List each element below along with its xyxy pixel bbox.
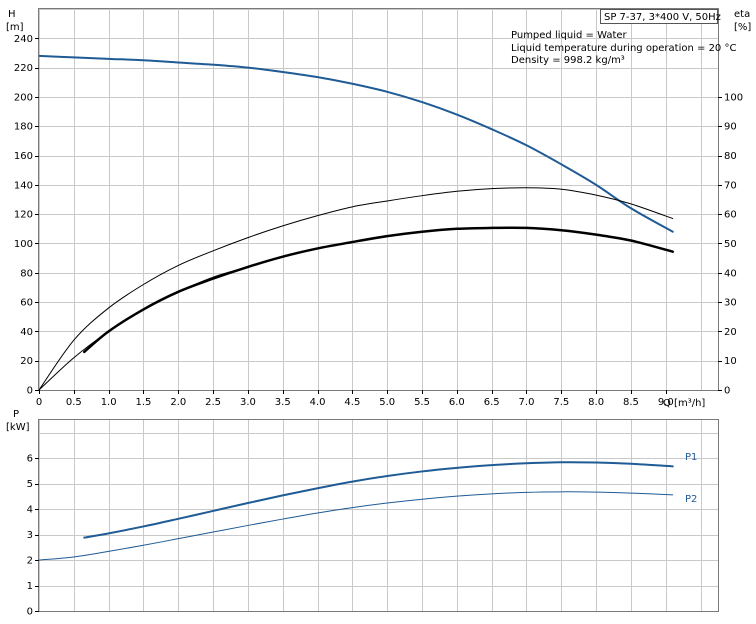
top-panel-grid xyxy=(39,9,718,391)
eta-tick-label: 100 xyxy=(724,92,743,103)
q-axis-label: Q [m³/h] xyxy=(663,398,705,409)
p-tick-label: 6 xyxy=(27,454,33,465)
x-tick-label: 1.5 xyxy=(136,397,152,408)
eta-pump-curve xyxy=(83,226,674,354)
h-tick-label: 160 xyxy=(14,151,33,162)
eta-tick-label: 10 xyxy=(724,356,737,367)
head-curve xyxy=(38,54,674,233)
top-panel-frame xyxy=(38,8,719,391)
h-axis-label: H xyxy=(8,9,16,20)
eta-tick-label: 70 xyxy=(724,180,737,191)
x-tick-label: 4.5 xyxy=(344,397,360,408)
h-tick-label: 100 xyxy=(14,239,33,250)
h-tick-label: 60 xyxy=(20,298,33,309)
h-tick-label: 200 xyxy=(14,92,33,103)
h-tick-label: 220 xyxy=(14,63,33,74)
bottom-panel-frame xyxy=(38,419,719,612)
x-tick-label: 4.0 xyxy=(310,397,326,408)
h-tick-label: 120 xyxy=(14,210,33,221)
x-tick-label: 0.5 xyxy=(66,397,82,408)
x-tick-label: 5.0 xyxy=(379,397,395,408)
tick-labels: 0 0.5 1.0 1.5 2.0 2.5 3.0 3.5 4.0 4.5 5.0 5.5 6.0 6.5… xyxy=(14,34,743,618)
h-tick-label: 40 xyxy=(20,327,33,338)
eta-tick-label: 80 xyxy=(724,151,737,162)
x-tick-label: 5.5 xyxy=(414,397,430,408)
p-axis-unit: [kW] xyxy=(6,422,30,433)
x-tick-label: 2.0 xyxy=(170,397,186,408)
h-tick-label: 180 xyxy=(14,122,33,133)
x-tick-label: 6.0 xyxy=(449,397,465,408)
p2-curve xyxy=(38,491,674,561)
legend-p1: P1 xyxy=(685,452,697,463)
p-tick-label: 2 xyxy=(27,556,33,567)
eta-tick-label: 30 xyxy=(724,298,737,309)
eta-total-curve xyxy=(38,187,674,391)
x-tick-label: 2.5 xyxy=(205,397,221,408)
eta-tick-label: 60 xyxy=(724,210,737,221)
bottom-panel-grid xyxy=(39,420,718,612)
pump-title: SP 7-37, 3*400 V, 50Hz xyxy=(604,12,721,23)
x-tick-label: 7.0 xyxy=(519,397,535,408)
p-axis-label: P xyxy=(13,409,19,420)
head-startup-curve xyxy=(38,266,249,391)
p-tick-label: 1 xyxy=(27,581,33,592)
h-tick-label: 240 xyxy=(14,34,33,45)
p-tick-label: 5 xyxy=(27,479,33,490)
legend-p2: P2 xyxy=(685,494,697,505)
eta-tick-label: 90 xyxy=(724,122,737,133)
p-tick-label: 0 xyxy=(27,607,33,618)
x-tick-label: 6.5 xyxy=(484,397,500,408)
h-axis-unit: [m] xyxy=(6,22,24,33)
x-tick-label: 3.0 xyxy=(240,397,256,408)
x-tick-label: 7.5 xyxy=(553,397,569,408)
x-tick-label: 0 xyxy=(36,397,42,408)
eta-axis-label: eta xyxy=(734,9,750,20)
title-box xyxy=(600,9,718,24)
x-tick-label: 8.0 xyxy=(588,397,604,408)
h-tick-label: 140 xyxy=(14,180,33,191)
p1-curve xyxy=(83,461,674,539)
h-tick-label: 20 xyxy=(20,356,33,367)
info-temperature: Liquid temperature during operation = 20… xyxy=(511,43,736,54)
x-tick-label: 8.5 xyxy=(623,397,639,408)
info-density: Density = 998.2 kg/m³ xyxy=(511,55,625,66)
p-tick-label: 4 xyxy=(27,505,33,516)
info-liquid: Pumped liquid = Water xyxy=(511,30,628,41)
x-tick-label: 3.5 xyxy=(275,397,291,408)
eta-tick-label: 50 xyxy=(724,239,737,250)
axis-tick-marks xyxy=(35,38,722,612)
x-tick-label: 9.0 xyxy=(658,397,674,408)
eta-axis-unit: [%] xyxy=(734,22,751,33)
h-tick-label: 80 xyxy=(20,268,33,279)
h-tick-label: 0 xyxy=(27,386,33,397)
curves-layer xyxy=(38,54,674,561)
x-tick-label: 1.0 xyxy=(101,397,117,408)
eta-tick-label: 0 xyxy=(724,386,730,397)
eta-tick-label: 40 xyxy=(724,268,737,279)
p-tick-label: 3 xyxy=(27,530,33,541)
eta-tick-label: 20 xyxy=(724,327,737,338)
